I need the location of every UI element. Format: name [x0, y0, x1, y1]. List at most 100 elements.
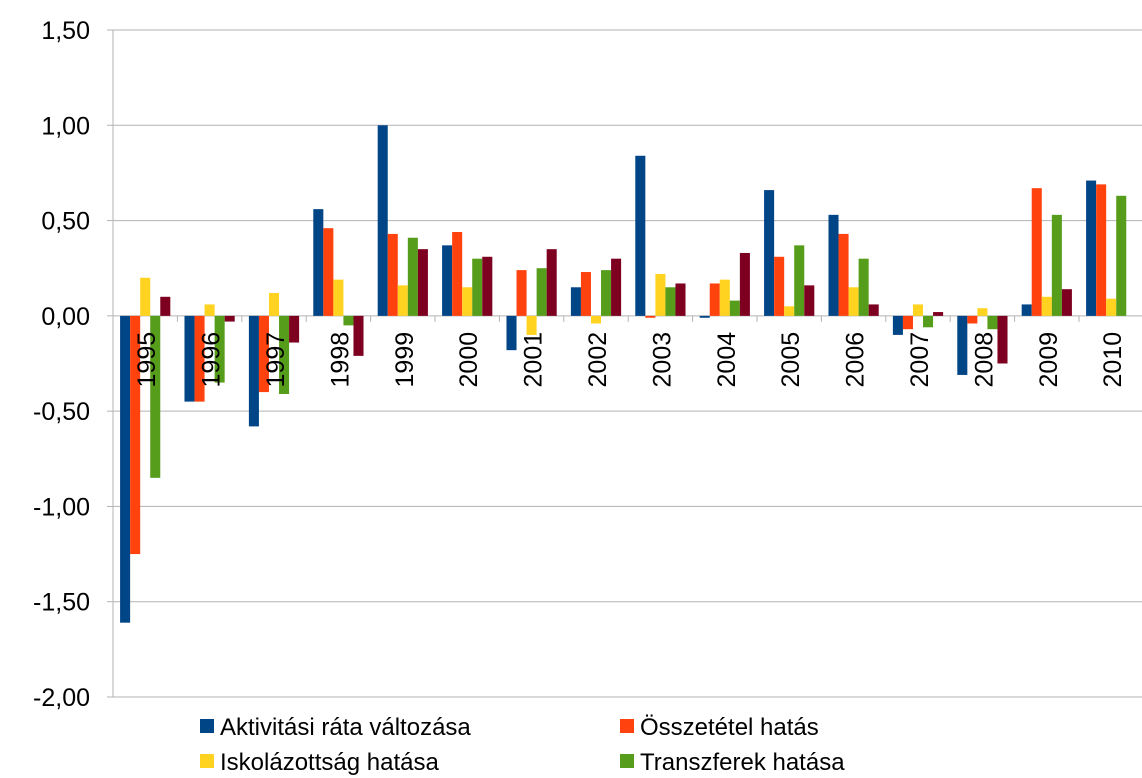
bar: [635, 155, 646, 316]
bar: [1061, 289, 1072, 316]
legend-label: Aktivitási ráta változása: [220, 714, 471, 741]
bar: [1116, 195, 1127, 316]
bar: [902, 315, 913, 330]
bar: [719, 279, 730, 316]
bar: [279, 315, 290, 394]
bar: [452, 232, 463, 316]
x-tick-label: 1998: [326, 332, 354, 388]
bar: [580, 272, 591, 316]
y-tick-label: -1,00: [33, 493, 90, 521]
x-tick-label: 1995: [133, 332, 161, 388]
bar: [570, 287, 581, 316]
bar: [472, 258, 483, 316]
x-tick-label: 2005: [777, 332, 805, 388]
x-tick-label: 2007: [906, 332, 934, 388]
bar: [1096, 184, 1107, 316]
bar: [506, 315, 517, 351]
x-tick-label: 2006: [842, 332, 870, 388]
y-tick-label: 1,50: [41, 17, 90, 45]
bar: [645, 315, 656, 318]
legend-swatch: [200, 754, 214, 768]
bar: [397, 285, 408, 316]
bar: [407, 237, 418, 316]
bar: [120, 315, 131, 623]
bar: [482, 256, 493, 316]
bar: [343, 315, 354, 326]
bar: [655, 273, 666, 316]
x-tick-label: 2008: [970, 332, 998, 388]
bar: [323, 228, 334, 316]
x-tick-label: 2002: [584, 332, 612, 388]
bar: [764, 190, 775, 316]
bar: [194, 315, 205, 402]
bar: [224, 315, 235, 322]
y-tick-label: 0,50: [41, 208, 90, 236]
bar: [387, 233, 398, 316]
bar: [709, 283, 720, 316]
bar: [526, 315, 537, 335]
bar: [774, 256, 785, 316]
bar: [987, 315, 998, 330]
legend-swatch: [200, 719, 214, 733]
bar: [289, 315, 300, 343]
y-tick-label: -1,50: [33, 589, 90, 617]
bar: [333, 279, 344, 316]
bar: [848, 287, 859, 316]
legend-label: Összetétel hatás: [640, 714, 819, 741]
bar: [912, 304, 924, 316]
bar: [516, 270, 527, 316]
bar: [838, 233, 849, 316]
bar: [546, 249, 557, 316]
y-tick-label: 0,00: [41, 303, 90, 331]
bar: [204, 304, 215, 316]
x-tick-label: 2009: [1035, 332, 1063, 388]
bar: [933, 312, 944, 316]
bar: [611, 258, 622, 316]
bar: [258, 315, 269, 393]
bar: [868, 304, 879, 316]
y-tick-label: 1,00: [41, 112, 90, 140]
x-tick-label: 2001: [520, 332, 548, 388]
bar: [1106, 298, 1117, 316]
y-tick-label: -2,00: [33, 684, 90, 712]
bar: [1041, 296, 1052, 316]
bar: [729, 300, 740, 316]
bar: [957, 315, 968, 375]
bar: [699, 315, 710, 318]
bar: [353, 315, 364, 356]
bar: [892, 315, 903, 335]
bar: [858, 258, 869, 316]
x-tick-label: 1997: [262, 332, 290, 388]
legend-swatch: [620, 754, 634, 768]
bar: [248, 315, 259, 427]
bar: [536, 268, 547, 316]
bar: [739, 252, 750, 316]
x-tick-label: 2004: [713, 332, 741, 388]
bar: [268, 292, 280, 316]
bar: [417, 249, 428, 316]
x-tick-label: 2000: [455, 332, 483, 388]
x-tick-label: 1999: [391, 332, 419, 388]
bar: [590, 315, 602, 324]
bar: [828, 214, 839, 316]
bar: [1021, 304, 1032, 316]
bar: [160, 296, 171, 316]
bar: [1051, 214, 1062, 316]
bar: [675, 283, 686, 316]
legend-label: Iskolázottság hatása: [220, 749, 439, 776]
bar: [967, 315, 978, 324]
bar: [784, 306, 795, 316]
bar: [977, 308, 988, 316]
x-tick-label: 2003: [648, 332, 676, 388]
legend-swatch: [620, 719, 634, 733]
legend-label: Transzferek hatása: [640, 749, 845, 776]
bar: [665, 287, 676, 316]
y-tick-label: -0,50: [33, 398, 90, 426]
bar: [601, 270, 612, 316]
bar: [1086, 180, 1097, 316]
bar: [462, 287, 473, 316]
bar: [313, 209, 324, 316]
bar: [923, 315, 934, 328]
bar: [794, 245, 805, 316]
x-tick-label: 2010: [1099, 332, 1127, 388]
